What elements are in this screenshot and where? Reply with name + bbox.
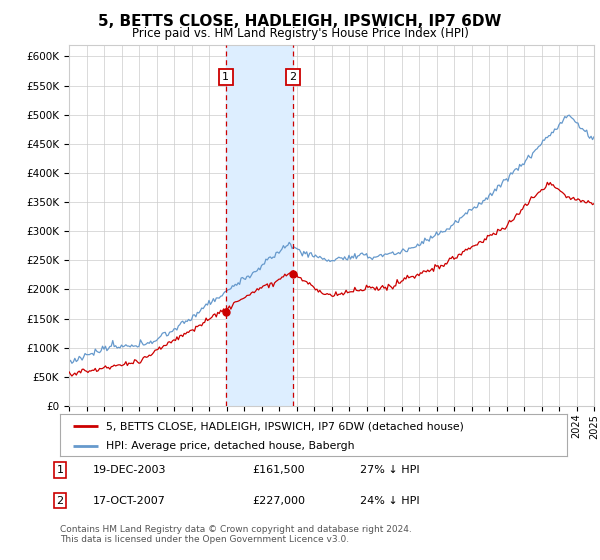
- Text: 1: 1: [223, 72, 229, 82]
- Text: 17-OCT-2007: 17-OCT-2007: [93, 496, 166, 506]
- Text: 27% ↓ HPI: 27% ↓ HPI: [360, 465, 419, 475]
- Text: 5, BETTS CLOSE, HADLEIGH, IPSWICH, IP7 6DW (detached house): 5, BETTS CLOSE, HADLEIGH, IPSWICH, IP7 6…: [106, 421, 464, 431]
- Text: Price paid vs. HM Land Registry's House Price Index (HPI): Price paid vs. HM Land Registry's House …: [131, 27, 469, 40]
- Text: 5, BETTS CLOSE, HADLEIGH, IPSWICH, IP7 6DW: 5, BETTS CLOSE, HADLEIGH, IPSWICH, IP7 6…: [98, 14, 502, 29]
- Text: 19-DEC-2003: 19-DEC-2003: [93, 465, 167, 475]
- Bar: [226, 45, 293, 406]
- Text: 2: 2: [56, 496, 64, 506]
- Text: 1: 1: [56, 465, 64, 475]
- Text: 2: 2: [289, 72, 296, 82]
- Text: £161,500: £161,500: [252, 465, 305, 475]
- Text: 24% ↓ HPI: 24% ↓ HPI: [360, 496, 419, 506]
- Text: Contains HM Land Registry data © Crown copyright and database right 2024.
This d: Contains HM Land Registry data © Crown c…: [60, 525, 412, 544]
- Text: £227,000: £227,000: [252, 496, 305, 506]
- Text: HPI: Average price, detached house, Babergh: HPI: Average price, detached house, Babe…: [106, 441, 354, 451]
